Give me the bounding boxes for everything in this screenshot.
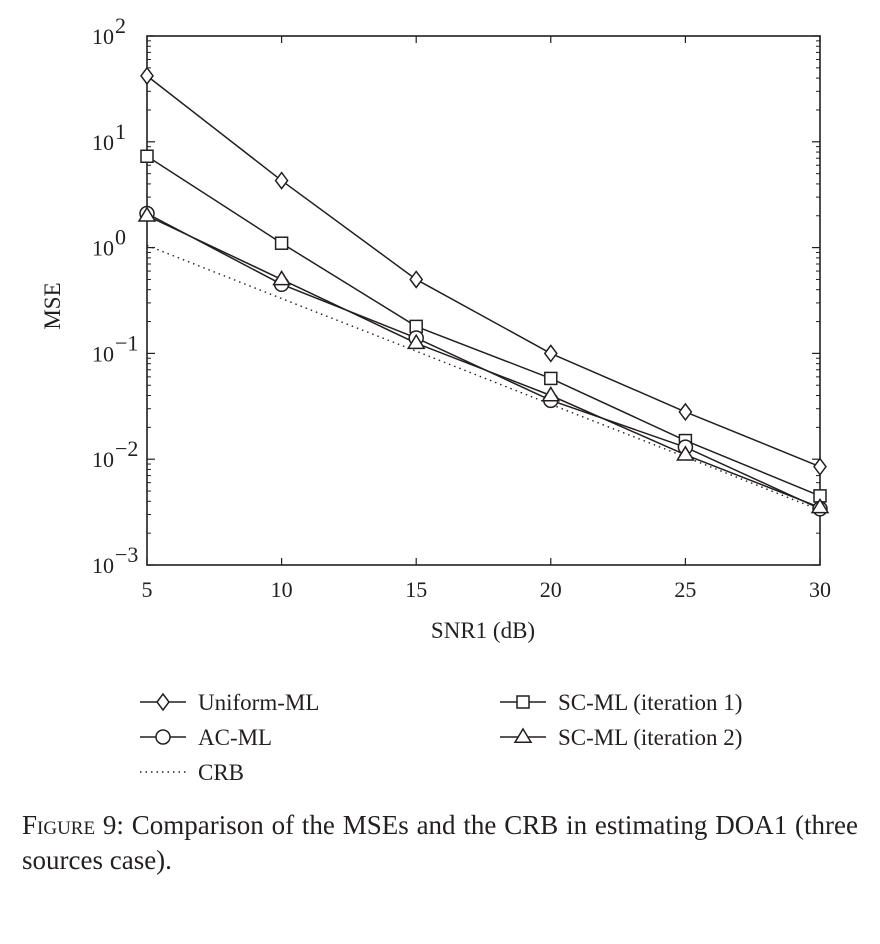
- data-point-sc-ml-iteration-2: [541, 386, 561, 402]
- x-tick-label: 20: [540, 577, 562, 602]
- legend-label-sc-ml-iteration-1: SC-ML (iteration 1): [558, 690, 742, 715]
- data-point-uniform-ml: [274, 171, 289, 190]
- y-axis-label: MSE: [40, 282, 65, 329]
- y-tick-exponent: −3: [115, 542, 138, 567]
- x-tick-label: 30: [809, 577, 831, 602]
- y-tick-exponent: −1: [115, 330, 138, 355]
- data-point-uniform-ml: [813, 457, 827, 476]
- legend-label-uniform-ml: Uniform-ML: [198, 690, 319, 715]
- series-line-sc-ml-iteration-1: [146, 155, 821, 497]
- y-tick-exponent: 1: [115, 119, 126, 144]
- data-point-sc-ml-iteration-2: [272, 270, 291, 286]
- data-point-sc-ml-iteration-1: [544, 371, 558, 386]
- data-point-sc-ml-iteration-2: [676, 445, 695, 461]
- x-tick-label: 10: [271, 577, 293, 602]
- legend-marker-sc-ml-iteration-2: [513, 727, 533, 743]
- legend-marker-uniform-ml: [156, 692, 170, 712]
- plot-frame: [146, 35, 821, 566]
- series-line-sc-ml-iteration-2: [146, 215, 821, 509]
- y-tick-label: 10: [92, 341, 114, 366]
- caption-text: Comparison of the MSEs and the CRB in es…: [22, 810, 858, 875]
- figure-caption: Figure 9: Comparison of the MSEs and the…: [22, 808, 858, 878]
- y-tick-label: 10: [92, 236, 114, 261]
- y-tick-label: 10: [92, 553, 114, 578]
- data-point-sc-ml-iteration-1: [274, 236, 289, 250]
- legend-marker-ac-ml: [155, 729, 171, 745]
- x-tick-label: 15: [405, 577, 427, 602]
- x-axis-label: SNR1 (dB): [431, 618, 535, 643]
- x-tick-label: 5: [142, 577, 153, 602]
- data-point-uniform-ml: [140, 66, 154, 86]
- data-point-uniform-ml: [409, 270, 424, 289]
- data-point-sc-ml-iteration-2: [810, 497, 830, 514]
- y-tick-exponent: 0: [115, 225, 126, 250]
- y-tick-exponent: −2: [115, 436, 138, 461]
- data-point-uniform-ml: [543, 344, 558, 363]
- legend-marker-sc-ml-iteration-1: [516, 695, 530, 709]
- data-point-sc-ml-iteration-1: [140, 149, 154, 164]
- y-tick-label: 10: [92, 447, 114, 472]
- series-line-ac-ml: [146, 212, 821, 510]
- legend-label-sc-ml-iteration-2: SC-ML (iteration 2): [558, 725, 742, 750]
- legend: Uniform-ML SC-ML (iteration 1) AC-ML SC-ML …: [140, 690, 742, 785]
- series-layer: [137, 66, 830, 517]
- data-point-uniform-ml: [678, 402, 693, 422]
- y-tick-label: 10: [92, 24, 114, 49]
- series-line-uniform-ml: [146, 75, 821, 468]
- y-tick-exponent: 2: [115, 13, 126, 38]
- figure-label: Figure 9:: [22, 810, 124, 840]
- y-tick-label: 10: [92, 130, 114, 155]
- series-line-crb: [146, 244, 821, 511]
- data-point-sc-ml-iteration-2: [137, 206, 157, 222]
- plot-border: [146, 35, 821, 566]
- x-tick-label: 25: [674, 577, 696, 602]
- x-axis: 5 10 15 20 25 30: [142, 36, 831, 602]
- data-point-sc-ml-iteration-2: [406, 333, 426, 350]
- legend-label-crb: CRB: [198, 760, 244, 785]
- legend-label-ac-ml: AC-ML: [198, 725, 272, 750]
